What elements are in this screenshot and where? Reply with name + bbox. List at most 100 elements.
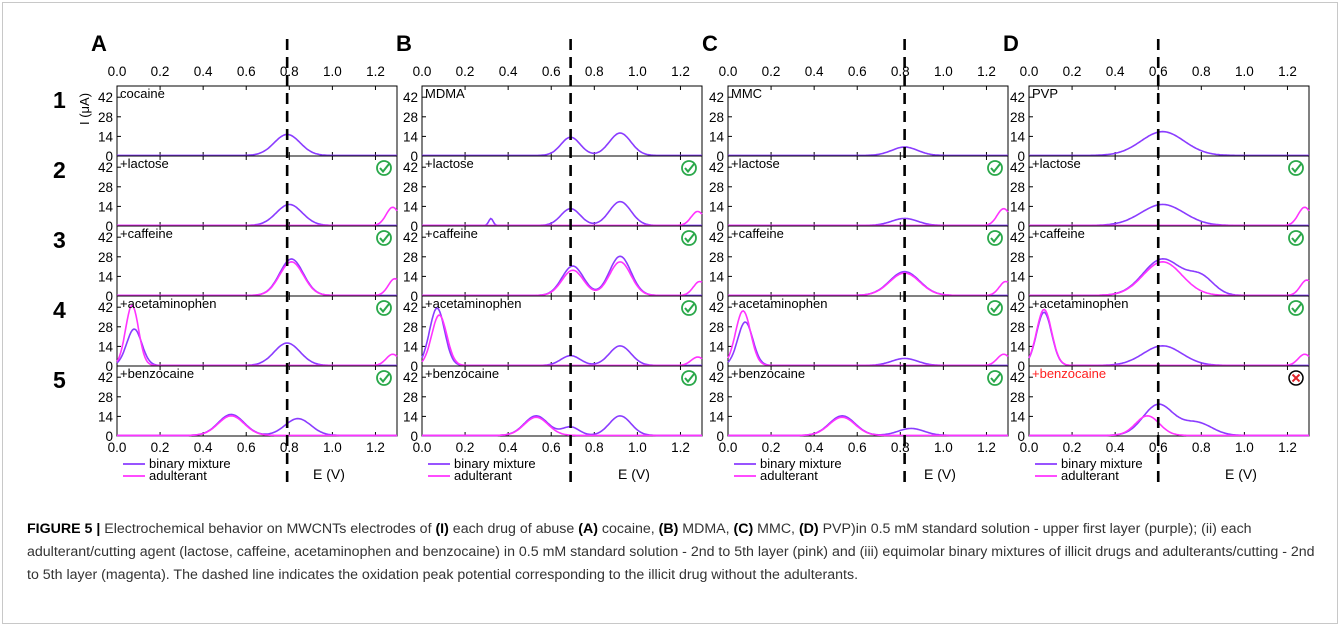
binary-mixture-curve [422,132,702,157]
y-tick-label: 0 [1017,219,1025,234]
y-tick-label: 14 [98,129,114,144]
y-tick-label: 42 [98,160,113,175]
y-tick-label: 42 [1010,370,1025,385]
bottom-x-tick-label: 1.0 [1235,440,1254,455]
y-tick-label: 14 [403,129,419,144]
top-x-tick-label: 1.0 [934,64,953,79]
figure-caption: FIGURE 5 | Electrochemical behavior on M… [27,518,1327,587]
adulterant-curve [1028,308,1310,367]
row-frame [421,365,703,437]
row-frame [1028,365,1310,437]
y-tick-label: 0 [105,289,113,304]
bottom-x-tick-label: 0.0 [108,440,127,455]
y-tick-label: 0 [410,219,418,234]
panel-letter-d: D [1003,31,1019,56]
bottom-x-tick-label: 0.6 [848,440,867,455]
row-label: +lactose [120,156,169,171]
y-tick-label: 42 [1010,230,1025,245]
binary-mixture-curve [1029,130,1309,157]
bottom-x-tick-label: 0.4 [194,440,213,455]
y-tick-label: 0 [410,149,418,164]
adulterant-curve [728,272,1009,297]
y-tick-label: 28 [709,180,724,195]
adulterant-curve [117,414,397,437]
row-frame [727,365,1009,437]
top-x-tick-label: 0.2 [456,64,475,79]
check-icon [1288,300,1304,316]
check-icon [681,230,697,246]
y-tick-label: 28 [403,180,418,195]
y-tick-label: 0 [105,429,113,444]
check-icon [1288,160,1304,176]
top-x-tick-label: 0.6 [848,64,867,79]
row-number-4: 4 [53,297,66,323]
y-tick-label: 14 [98,199,114,214]
check-mark-icon [379,163,390,174]
bottom-x-tick-label: 0.8 [1192,440,1211,455]
y-tick-label: 0 [105,149,113,164]
y-tick-label: 28 [98,180,113,195]
adulterant-curve [116,304,398,367]
row-frame [1028,85,1310,157]
legend-adulterant-label: adulterant [760,468,818,483]
check-mark-icon [379,303,390,314]
bottom-x-tick-label: 0.2 [456,440,475,455]
top-x-tick-label: 0.8 [1192,64,1211,79]
check-icon [987,300,1003,316]
y-tick-label: 28 [1010,320,1025,335]
binary-mixture-curve [422,200,702,227]
legend-binary-mixture-label: binary mixture [1061,456,1143,471]
bottom-x-tick-label: 0.4 [499,440,518,455]
y-tick-label: 14 [1010,409,1026,424]
binary-mixture-curve [728,217,1008,227]
check-mark-icon [1291,163,1302,174]
y-tick-label: 0 [1017,429,1025,444]
caption-bold-4: (C) [733,521,754,537]
binary-mixture-curve [421,307,702,367]
bottom-x-tick-label: 0.4 [805,440,824,455]
top-x-tick-label: 0.6 [1149,64,1168,79]
binary-mixture-curve [1028,311,1309,367]
y-tick-label: 42 [98,300,113,315]
cross-icon [1288,370,1304,386]
bottom-x-tick-label: 1.2 [977,440,996,455]
y-tick-label: 28 [709,250,724,265]
y-tick-label: 14 [1010,199,1026,214]
y-tick-label: 28 [1010,390,1025,405]
check-icon [376,160,392,176]
y-tick-label: 42 [1010,90,1025,105]
check-icon [376,230,392,246]
y-tick-label: 42 [709,230,724,245]
caption-text-5: MMC, [753,521,799,537]
check-mark-icon [684,373,695,384]
panel-letter-b: B [396,31,412,56]
top-x-tick-label: 0.4 [194,64,213,79]
row-label: +acetaminophen [731,296,828,311]
x-axis-label: E (V) [1225,466,1257,482]
y-tick-label: 28 [1010,250,1025,265]
y-tick-label: 28 [98,320,113,335]
top-x-tick-label: 1.2 [366,64,385,79]
top-x-tick-label: 0.6 [237,64,256,79]
adulterant-curve [1029,414,1309,437]
row-number-2: 2 [53,157,66,183]
row-label: +benzocaine [1032,366,1106,381]
row-label: +benzocaine [731,366,805,381]
y-tick-label: 42 [403,90,418,105]
bottom-x-tick-label: 0.2 [151,440,170,455]
caption-figure-label: FIGURE 5 | [27,521,101,537]
x-axis-label: E (V) [924,466,956,482]
caption-text-2: each drug of abuse [448,521,579,537]
y-tick-label: 28 [1010,180,1025,195]
top-x-tick-label: 1.2 [977,64,996,79]
y-tick-label: 14 [403,199,419,214]
y-tick-label: 14 [709,409,725,424]
check-mark-icon [1291,233,1302,244]
bottom-x-tick-label: 0.0 [1020,440,1039,455]
y-tick-label: 14 [403,269,419,284]
